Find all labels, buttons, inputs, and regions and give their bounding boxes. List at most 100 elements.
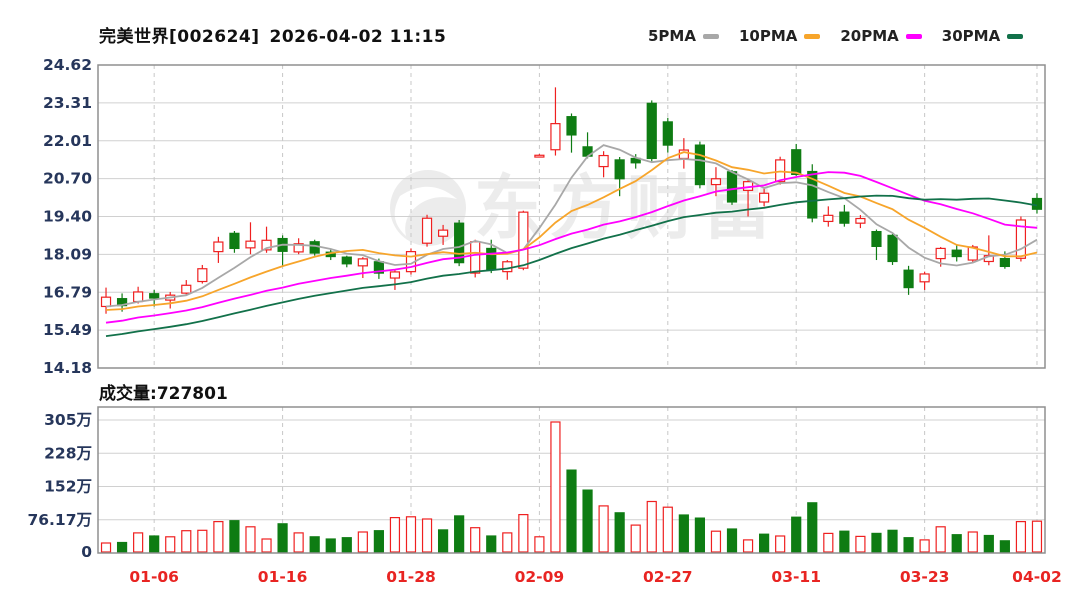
candle[interactable] — [149, 289, 160, 307]
volume-bar[interactable] — [421, 518, 433, 553]
volume-bar[interactable] — [502, 532, 513, 553]
candle[interactable] — [855, 215, 866, 229]
legend-item-30pma[interactable]: 30PMA — [942, 27, 1024, 45]
volume-bar[interactable] — [534, 536, 545, 553]
volume-bar[interactable] — [197, 529, 208, 553]
candle[interactable] — [213, 236, 224, 263]
volume-bar[interactable] — [405, 516, 417, 553]
volume-bar[interactable] — [694, 517, 706, 553]
candle[interactable] — [389, 270, 401, 290]
volume-bar[interactable] — [726, 528, 738, 553]
candle[interactable] — [1015, 216, 1027, 262]
volume-bar[interactable] — [855, 535, 866, 553]
candle[interactable] — [454, 219, 465, 267]
volume-bar[interactable] — [646, 500, 657, 553]
candle[interactable] — [245, 222, 256, 255]
candle[interactable] — [197, 264, 208, 284]
volume-bar[interactable] — [277, 523, 288, 553]
volume-bar[interactable] — [871, 532, 882, 553]
candle[interactable] — [502, 260, 513, 280]
candle[interactable] — [421, 214, 433, 247]
candle[interactable] — [823, 206, 834, 227]
volume-bar[interactable] — [116, 541, 128, 553]
volume-bar[interactable] — [598, 505, 609, 553]
candle[interactable] — [566, 113, 577, 153]
volume-bar[interactable] — [983, 534, 994, 553]
volume-bar[interactable] — [437, 529, 449, 553]
candle[interactable] — [919, 271, 930, 290]
volume-bar[interactable] — [791, 516, 802, 553]
volume-bar[interactable] — [181, 530, 192, 553]
volume-bar[interactable] — [566, 469, 577, 553]
volume-bar[interactable] — [614, 512, 625, 553]
candle[interactable] — [293, 238, 304, 255]
volume-bar[interactable] — [967, 531, 978, 553]
volume-bar[interactable] — [710, 530, 722, 553]
volume-bar[interactable] — [293, 532, 304, 553]
volume-bar[interactable] — [823, 532, 834, 553]
volume-bar[interactable] — [229, 520, 240, 553]
volume-bar[interactable] — [630, 524, 641, 553]
candle[interactable] — [759, 188, 770, 207]
volume-bar[interactable] — [582, 489, 593, 553]
volume-bar[interactable] — [309, 536, 320, 553]
legend-item-5pma[interactable]: 5PMA — [648, 27, 719, 45]
candle[interactable] — [181, 280, 192, 296]
candle[interactable] — [534, 154, 545, 158]
volume-bar[interactable] — [133, 532, 144, 553]
candle[interactable] — [277, 235, 288, 267]
candle[interactable] — [309, 239, 320, 256]
volume-bar[interactable] — [759, 533, 770, 553]
candle[interactable] — [518, 210, 529, 271]
volume-bar[interactable] — [887, 529, 898, 553]
volume-bar[interactable] — [919, 539, 930, 553]
candle[interactable] — [951, 244, 962, 262]
candle[interactable] — [646, 100, 657, 162]
volume-bar[interactable] — [389, 516, 401, 553]
volume-bar[interactable] — [261, 538, 272, 553]
candle[interactable] — [165, 291, 176, 309]
volume-bar[interactable] — [903, 537, 914, 553]
volume-bars[interactable] — [100, 421, 1043, 553]
candle[interactable] — [229, 231, 240, 253]
candle[interactable] — [550, 87, 561, 156]
candle[interactable] — [726, 170, 738, 205]
volume-bar[interactable] — [454, 515, 465, 553]
legend-item-20pma[interactable]: 20PMA — [840, 27, 922, 45]
candle[interactable] — [871, 229, 882, 261]
candle[interactable] — [437, 224, 449, 245]
volume-bar[interactable] — [839, 530, 850, 553]
volume-bar[interactable] — [486, 535, 497, 553]
volume-bar[interactable] — [245, 526, 256, 553]
volume-bar[interactable] — [775, 535, 786, 553]
volume-bar[interactable] — [373, 530, 384, 553]
candle[interactable] — [1031, 193, 1043, 214]
volume-bar[interactable] — [518, 513, 529, 553]
volume-bar[interactable] — [1015, 520, 1027, 553]
volume-bar[interactable] — [935, 526, 946, 553]
volume-bar[interactable] — [357, 531, 368, 553]
volume-bar[interactable] — [550, 421, 561, 553]
candle[interactable] — [887, 233, 898, 265]
candle[interactable] — [839, 204, 850, 227]
candle[interactable] — [903, 265, 914, 295]
candle[interactable] — [791, 143, 802, 176]
volume-bar[interactable] — [807, 502, 818, 553]
volume-bar[interactable] — [1031, 520, 1043, 553]
volume-bar[interactable] — [165, 536, 176, 553]
candle[interactable] — [694, 141, 706, 189]
legend-item-10pma[interactable]: 10PMA — [739, 27, 821, 45]
volume-bar[interactable] — [662, 506, 673, 553]
volume-bar[interactable] — [149, 535, 160, 553]
candle[interactable] — [357, 257, 368, 279]
volume-bar[interactable] — [341, 537, 352, 553]
candle[interactable] — [341, 255, 352, 268]
volume-bar[interactable] — [325, 538, 336, 553]
volume-bar[interactable] — [678, 514, 689, 553]
volume-bar[interactable] — [951, 534, 962, 553]
volume-bar[interactable] — [213, 520, 224, 553]
volume-bar[interactable] — [742, 539, 754, 553]
candle[interactable] — [807, 164, 818, 223]
candle[interactable] — [598, 151, 609, 178]
